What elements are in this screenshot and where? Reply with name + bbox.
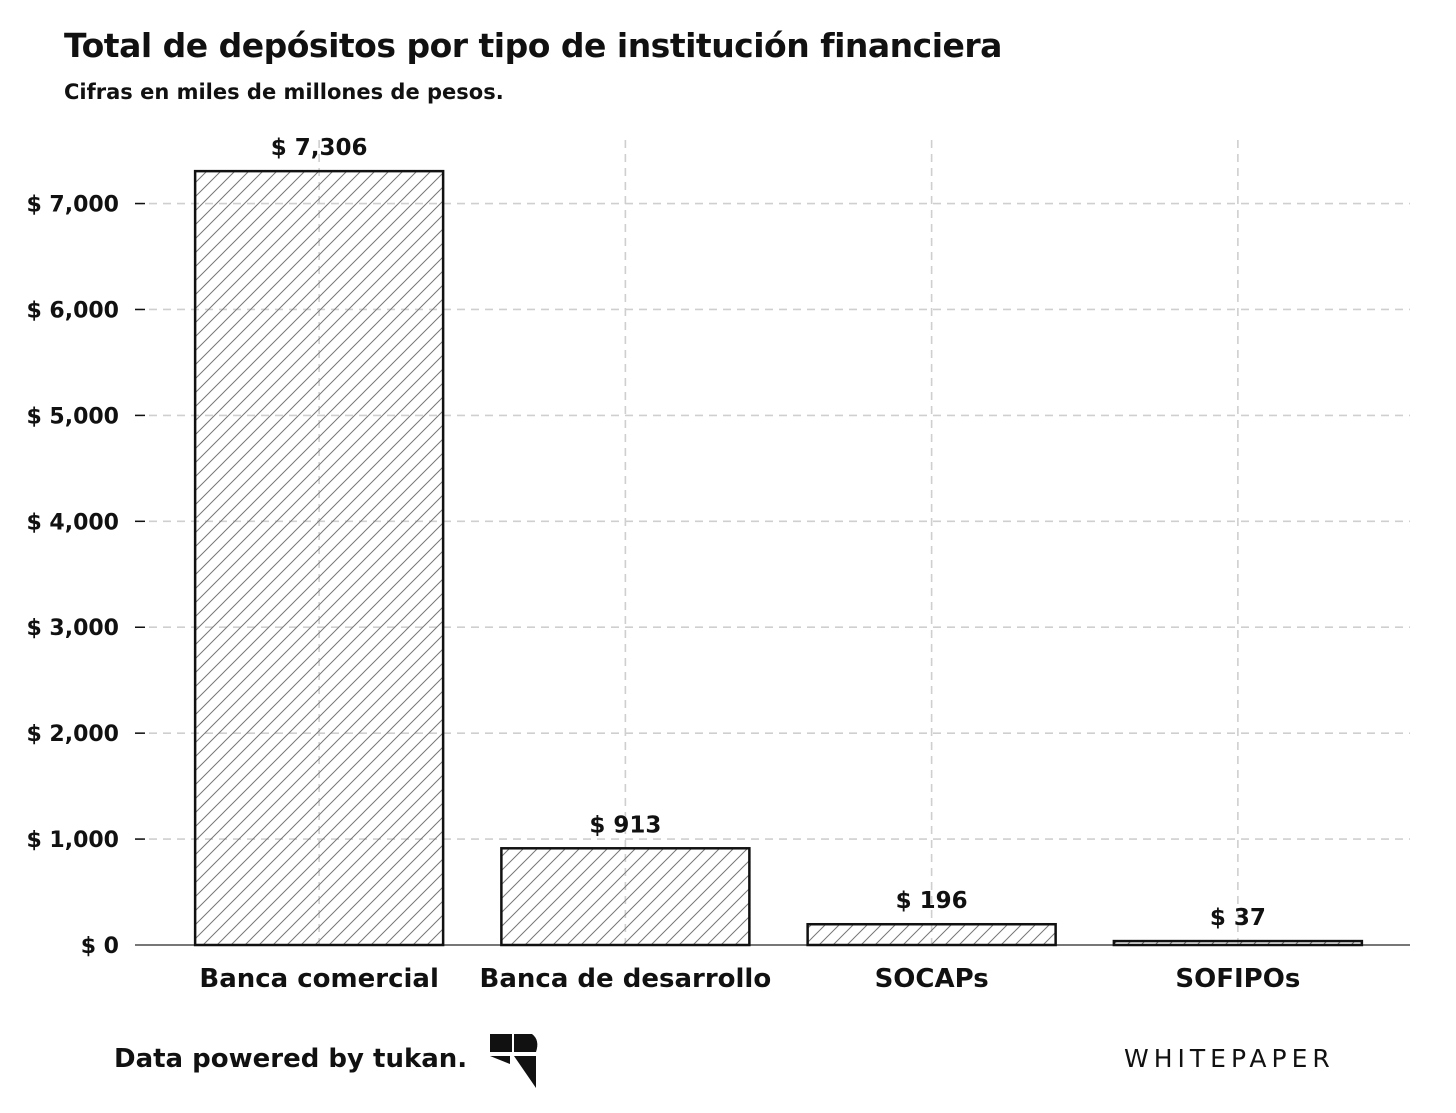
credit-text: Data powered by tukan. xyxy=(114,1044,468,1074)
chart-title: Total de depósitos por tipo de instituci… xyxy=(64,26,1002,65)
y-tick-label: $ 6,000 xyxy=(26,298,119,323)
data-label: $ 37 xyxy=(1210,905,1266,931)
data-label: $ 7,306 xyxy=(271,135,368,161)
bar-banca-comercial xyxy=(193,169,445,947)
x-tick-label: Banca de desarrollo xyxy=(480,964,772,994)
bar-layer xyxy=(193,169,1364,947)
y-tick-label: $ 0 xyxy=(81,934,119,959)
brand-text: WHITEPAPER xyxy=(1124,1044,1335,1073)
bar-socaps xyxy=(806,922,1057,947)
y-tick-label: $ 7,000 xyxy=(26,193,119,218)
y-tick-label: $ 1,000 xyxy=(26,828,119,853)
y-tick-label: $ 5,000 xyxy=(26,404,119,429)
x-tick-label: SOFIPOs xyxy=(1175,964,1300,994)
y-tick-label: $ 3,000 xyxy=(26,616,119,641)
y-tick-label: $ 4,000 xyxy=(26,510,119,535)
label-layer: $ 0 $ 1,000 $ 2,000 $ 3,000 $ 4,000 $ 5,000 $ … xyxy=(26,135,1300,994)
y-tick-label: $ 2,000 xyxy=(26,722,119,747)
data-label: $ 196 xyxy=(896,888,968,914)
bar-sofipos xyxy=(1112,939,1364,947)
bar-banca-de-desarrollo xyxy=(500,847,751,947)
data-label: $ 913 xyxy=(589,812,661,838)
x-tick-label: Banca comercial xyxy=(199,964,438,994)
tukan-logo-icon xyxy=(490,1034,538,1088)
x-tick-label: SOCAPs xyxy=(875,964,989,994)
chart-subtitle: Cifras en miles de millones de pesos. xyxy=(64,80,504,104)
